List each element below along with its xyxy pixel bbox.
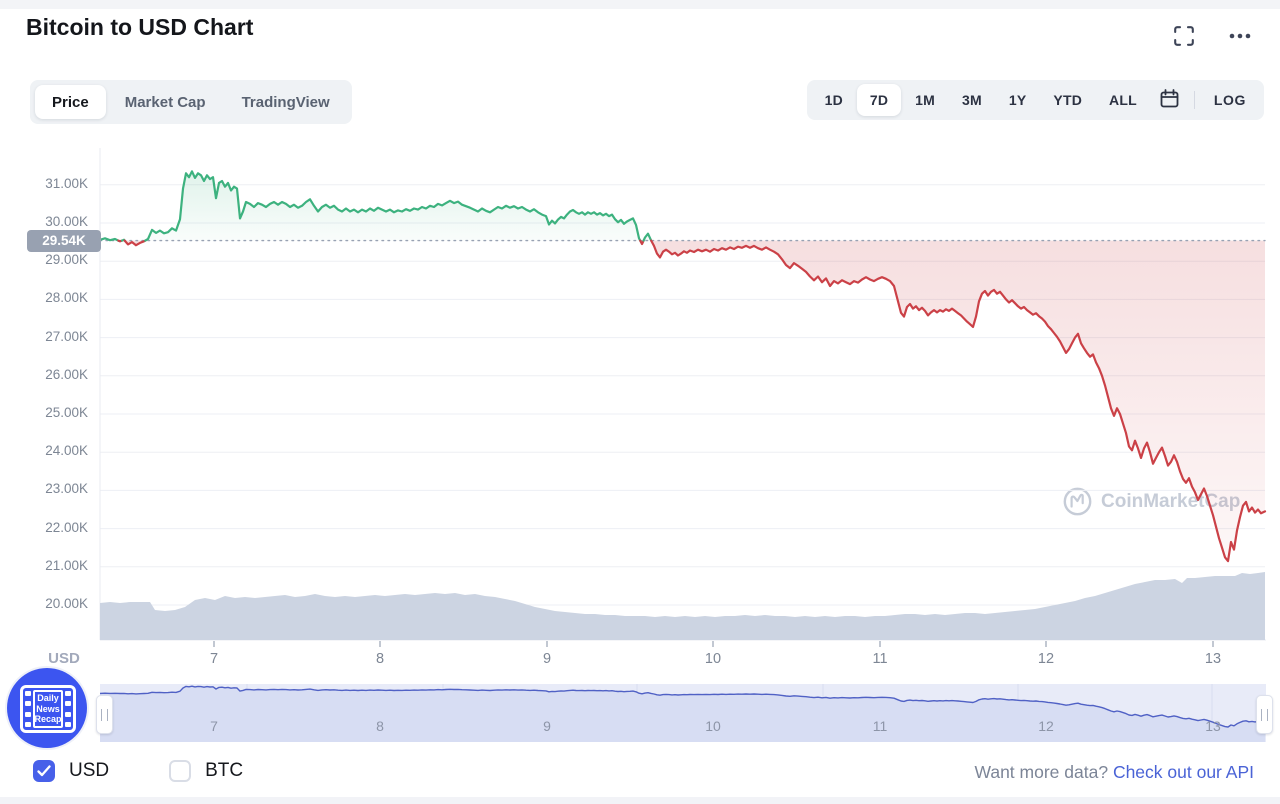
fullscreen-expand-icon[interactable] xyxy=(1170,22,1198,50)
btc-checkbox-label[interactable]: BTC xyxy=(205,760,244,781)
btc-checkbox[interactable] xyxy=(169,760,192,782)
navigator-tick-label: 8 xyxy=(376,718,384,734)
usd-checkbox[interactable] xyxy=(33,760,55,782)
range-button-3m[interactable]: 3M xyxy=(949,84,995,116)
y-tick-label: 31.00K xyxy=(45,175,88,191)
range-button-all[interactable]: ALL xyxy=(1096,84,1150,116)
navigator-tick-label: 9 xyxy=(543,718,551,734)
current-price-badge: 29.54K xyxy=(27,230,101,252)
tab-tradingview[interactable]: TradingView xyxy=(225,85,347,119)
y-tick-label: 21.00K xyxy=(45,557,88,573)
y-tick-label: 25.00K xyxy=(45,405,88,420)
currency-legend: USD BTC xyxy=(33,760,243,782)
page-title: Bitcoin to USD Chart xyxy=(26,14,254,40)
tab-price[interactable]: Price xyxy=(35,85,106,119)
x-tick-label: 7 xyxy=(209,651,219,667)
x-tick-label: 10 xyxy=(704,651,722,667)
y-tick-label: 23.00K xyxy=(45,481,88,497)
range-button-1d[interactable]: 1D xyxy=(812,84,856,116)
x-tick-label: 9 xyxy=(542,651,552,667)
y-tick-label: 20.00K xyxy=(45,596,88,611)
y-tick-label: 26.00K xyxy=(45,366,88,382)
watermark-text: CoinMarketCap xyxy=(1101,490,1241,512)
y-tick-label: 22.00K xyxy=(45,519,88,535)
range-button-ytd[interactable]: YTD xyxy=(1040,84,1095,116)
badge-line-1: Daily xyxy=(37,693,59,704)
calendar-icon[interactable] xyxy=(1151,84,1188,116)
y-tick-label: 29.00K xyxy=(45,252,88,268)
y-tick-label: 27.00K xyxy=(45,328,88,344)
x-tick-label: 13 xyxy=(1204,651,1222,667)
range-button-1y[interactable]: 1Y xyxy=(996,84,1040,116)
y-tick-label: 28.00K xyxy=(45,290,88,306)
film-strip-icon: Daily News Recap xyxy=(20,685,76,733)
navigator-right-handle[interactable] xyxy=(1256,695,1273,734)
navigator-left-handle[interactable] xyxy=(96,695,113,734)
badge-line-3: Recap xyxy=(34,714,62,725)
coinmarketcap-logo-icon xyxy=(1063,487,1092,516)
api-link[interactable]: Check out our API xyxy=(1112,762,1254,782)
log-scale-button[interactable]: LOG xyxy=(1201,84,1259,116)
range-button-1m[interactable]: 1M xyxy=(902,84,948,116)
x-tick-label: 11 xyxy=(872,651,888,667)
page-top-edge xyxy=(0,0,1280,9)
navigator-tick-label: 13 xyxy=(1205,718,1221,734)
y-tick-label: 24.00K xyxy=(45,443,88,459)
header-icons xyxy=(1170,22,1256,50)
page-bottom-edge xyxy=(0,797,1280,804)
navigator-tick-label: 12 xyxy=(1038,718,1054,734)
navigator-tick-label: 7 xyxy=(210,718,218,734)
navigator-tick-label: 10 xyxy=(705,718,721,734)
usd-checkbox-label[interactable]: USD xyxy=(69,760,110,781)
range-button-7d[interactable]: 7D xyxy=(856,84,902,116)
api-promo-text: Want more data? xyxy=(974,762,1109,782)
y-tick-label: 30.00K xyxy=(45,214,88,229)
y-axis-unit-label: USD xyxy=(48,650,80,667)
navigator-tick-label: 11 xyxy=(872,718,888,734)
chart-type-tabs: Price Market Cap TradingView xyxy=(30,80,352,124)
daily-news-recap-badge[interactable]: Daily News Recap xyxy=(7,668,87,748)
api-promo: Want more data? Check out our API xyxy=(974,762,1254,783)
x-tick-label: 8 xyxy=(375,651,385,667)
range-bar-divider xyxy=(1193,91,1195,109)
badge-line-2: News xyxy=(36,703,60,714)
time-range-bar: 1D 7D 1M 3M 1Y YTD ALL LOG xyxy=(806,80,1264,120)
ellipsis-menu-icon[interactable] xyxy=(1224,28,1256,44)
coinmarketcap-watermark: CoinMarketCap xyxy=(1062,486,1240,517)
tab-market-cap[interactable]: Market Cap xyxy=(108,85,223,119)
x-tick-label: 12 xyxy=(1037,651,1055,667)
